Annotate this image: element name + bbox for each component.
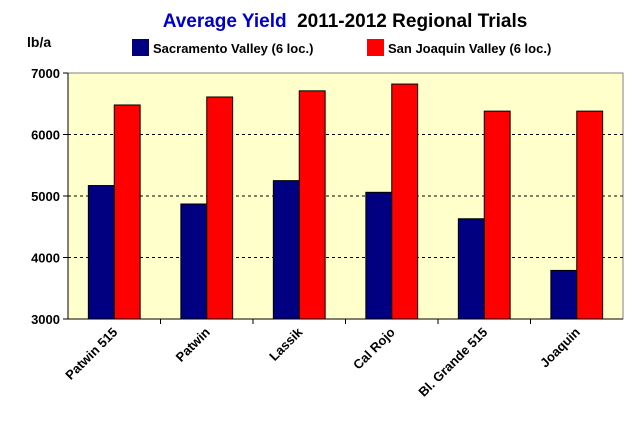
y-axis-ticks: 3000 4000 5000 6000 7000 [31, 66, 68, 327]
y-tick-label: 6000 [31, 128, 60, 143]
y-tick-label: 3000 [31, 312, 60, 327]
bar-sacramento [87, 185, 115, 320]
bar-san-joaquin [391, 83, 419, 320]
legend-label-sacramento: Sacramento Valley (6 loc.) [153, 41, 313, 56]
y-axis-label: lb/a [27, 34, 51, 50]
bar-san-joaquin [113, 104, 141, 320]
y-tick-label: 7000 [31, 66, 60, 81]
bar-san-joaquin [298, 90, 326, 320]
bar-san-joaquin [206, 96, 234, 320]
legend: Sacramento Valley (6 loc.) San Joaquin V… [132, 39, 551, 56]
x-tick-label: Cal Rojo [350, 324, 398, 372]
bar-san-joaquin [576, 110, 604, 320]
y-tick-label: 4000 [31, 251, 60, 266]
bar-sacramento [272, 180, 300, 320]
bar-sacramento [550, 269, 578, 320]
chart-title-rest: 2011-2012 Regional Trials [297, 11, 527, 32]
x-tick-label: Patwin [173, 324, 213, 364]
legend-label-san-joaquin: San Joaquin Valley (6 loc.) [388, 41, 551, 56]
legend-swatch-san-joaquin [367, 39, 384, 56]
x-tick-label: Patwin 515 [62, 325, 120, 383]
bar-san-joaquin [483, 110, 511, 320]
bar-sacramento [180, 203, 208, 320]
x-tick-label: Lassik [266, 324, 306, 364]
chart-title-highlight: Average Yield [163, 11, 287, 32]
chart-title: Average Yield 2011-2012 Regional Trials [163, 11, 528, 32]
gridlines [68, 134, 623, 258]
legend-swatch-sacramento [132, 39, 149, 56]
bars [87, 83, 604, 320]
x-axis-ticks: Patwin 515 Patwin Lassik Cal Rojo Bl. Grande… [62, 319, 583, 400]
y-tick-label: 5000 [31, 189, 60, 204]
x-tick-label: Bl. Grande 515 [415, 325, 490, 400]
x-tick-label: Joaquin [537, 324, 583, 370]
bar-sacramento [365, 191, 393, 320]
bar-sacramento [457, 218, 485, 320]
